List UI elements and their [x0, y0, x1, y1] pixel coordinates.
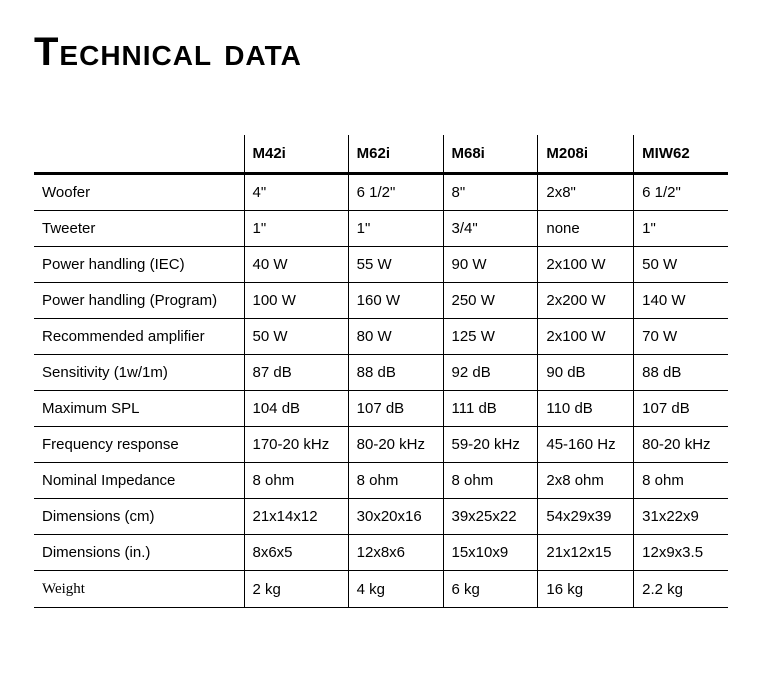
- table-cell: 88 dB: [348, 355, 443, 391]
- table-cell: 59-20 kHz: [443, 427, 538, 463]
- table-cell: 2x100 W: [538, 247, 634, 283]
- row-label: Maximum SPL: [34, 391, 244, 427]
- spec-table: M42i M62i M68i M208i MIW62 Woofer 4" 6 1…: [34, 135, 728, 608]
- table-cell: 6 kg: [443, 571, 538, 608]
- table-cell: 45-160 Hz: [538, 427, 634, 463]
- table-cell: 160 W: [348, 283, 443, 319]
- table-header: MIW62: [634, 135, 728, 174]
- row-label: Dimensions (in.): [34, 535, 244, 571]
- table-cell: 107 dB: [634, 391, 728, 427]
- table-cell: 4": [244, 174, 348, 211]
- table-header: M42i: [244, 135, 348, 174]
- table-cell: 31x22x9: [634, 499, 728, 535]
- row-label: Power handling (Program): [34, 283, 244, 319]
- table-cell: 4 kg: [348, 571, 443, 608]
- table-row: Weight 2 kg 4 kg 6 kg 16 kg 2.2 kg: [34, 571, 728, 608]
- table-cell: 80-20 kHz: [348, 427, 443, 463]
- table-row: Dimensions (in.) 8x6x5 12x8x6 15x10x9 21…: [34, 535, 728, 571]
- table-row: Frequency response 170-20 kHz 80-20 kHz …: [34, 427, 728, 463]
- table-cell: 21x12x15: [538, 535, 634, 571]
- row-label: Nominal Impedance: [34, 463, 244, 499]
- table-cell: 40 W: [244, 247, 348, 283]
- table-cell: 2.2 kg: [634, 571, 728, 608]
- table-cell: 2x8": [538, 174, 634, 211]
- table-header-blank: [34, 135, 244, 174]
- table-cell: 15x10x9: [443, 535, 538, 571]
- table-cell: 250 W: [443, 283, 538, 319]
- table-cell: 110 dB: [538, 391, 634, 427]
- table-cell: 87 dB: [244, 355, 348, 391]
- table-cell: 140 W: [634, 283, 728, 319]
- table-cell: 2 kg: [244, 571, 348, 608]
- table-cell: 1": [244, 211, 348, 247]
- row-label-text: Weight: [42, 581, 85, 597]
- table-cell: 6 1/2": [348, 174, 443, 211]
- table-cell: 30x20x16: [348, 499, 443, 535]
- table-cell: 92 dB: [443, 355, 538, 391]
- table-cell: 12x9x3.5: [634, 535, 728, 571]
- table-cell: 1": [634, 211, 728, 247]
- table-cell: 80 W: [348, 319, 443, 355]
- table-header-row: M42i M62i M68i M208i MIW62: [34, 135, 728, 174]
- table-row: Dimensions (cm) 21x14x12 30x20x16 39x25x…: [34, 499, 728, 535]
- table-header: M208i: [538, 135, 634, 174]
- table-row: Recommended amplifier 50 W 80 W 125 W 2x…: [34, 319, 728, 355]
- table-cell: 125 W: [443, 319, 538, 355]
- table-cell: 50 W: [244, 319, 348, 355]
- table-row: Woofer 4" 6 1/2" 8" 2x8" 6 1/2": [34, 174, 728, 211]
- table-cell: 80-20 kHz: [634, 427, 728, 463]
- table-cell: 3/4": [443, 211, 538, 247]
- table-cell: 88 dB: [634, 355, 728, 391]
- table-cell: 2x8 ohm: [538, 463, 634, 499]
- page-title: Technical data: [34, 30, 728, 75]
- table-cell: 8x6x5: [244, 535, 348, 571]
- table-cell: 6 1/2": [634, 174, 728, 211]
- row-label: Tweeter: [34, 211, 244, 247]
- table-cell: 16 kg: [538, 571, 634, 608]
- table-cell: 111 dB: [443, 391, 538, 427]
- table-cell: 90 dB: [538, 355, 634, 391]
- table-cell: none: [538, 211, 634, 247]
- table-cell: 21x14x12: [244, 499, 348, 535]
- table-cell: 8 ohm: [244, 463, 348, 499]
- table-cell: 12x8x6: [348, 535, 443, 571]
- row-label: Woofer: [34, 174, 244, 211]
- table-header: M62i: [348, 135, 443, 174]
- table-row: Sensitivity (1w/1m) 87 dB 88 dB 92 dB 90…: [34, 355, 728, 391]
- table-cell: 104 dB: [244, 391, 348, 427]
- table-cell: 170-20 kHz: [244, 427, 348, 463]
- table-cell: 107 dB: [348, 391, 443, 427]
- row-label: Sensitivity (1w/1m): [34, 355, 244, 391]
- page: Technical data M42i M62i M68i M208i MIW6…: [0, 0, 762, 638]
- table-cell: 1": [348, 211, 443, 247]
- table-cell: 8 ohm: [443, 463, 538, 499]
- table-cell: 55 W: [348, 247, 443, 283]
- row-label: Recommended amplifier: [34, 319, 244, 355]
- table-cell: 90 W: [443, 247, 538, 283]
- table-cell: 50 W: [634, 247, 728, 283]
- table-cell: 2x100 W: [538, 319, 634, 355]
- table-row: Power handling (Program) 100 W 160 W 250…: [34, 283, 728, 319]
- table-cell: 39x25x22: [443, 499, 538, 535]
- table-cell: 2x200 W: [538, 283, 634, 319]
- table-row: Power handling (IEC) 40 W 55 W 90 W 2x10…: [34, 247, 728, 283]
- table-row: Nominal Impedance 8 ohm 8 ohm 8 ohm 2x8 …: [34, 463, 728, 499]
- table-header: M68i: [443, 135, 538, 174]
- table-cell: 8 ohm: [634, 463, 728, 499]
- row-label: Power handling (IEC): [34, 247, 244, 283]
- table-row: Maximum SPL 104 dB 107 dB 111 dB 110 dB …: [34, 391, 728, 427]
- row-label: Frequency response: [34, 427, 244, 463]
- row-label: Dimensions (cm): [34, 499, 244, 535]
- table-cell: 70 W: [634, 319, 728, 355]
- table-row: Tweeter 1" 1" 3/4" none 1": [34, 211, 728, 247]
- table-cell: 8 ohm: [348, 463, 443, 499]
- row-label: Weight: [34, 571, 244, 608]
- table-cell: 8": [443, 174, 538, 211]
- table-cell: 100 W: [244, 283, 348, 319]
- table-cell: 54x29x39: [538, 499, 634, 535]
